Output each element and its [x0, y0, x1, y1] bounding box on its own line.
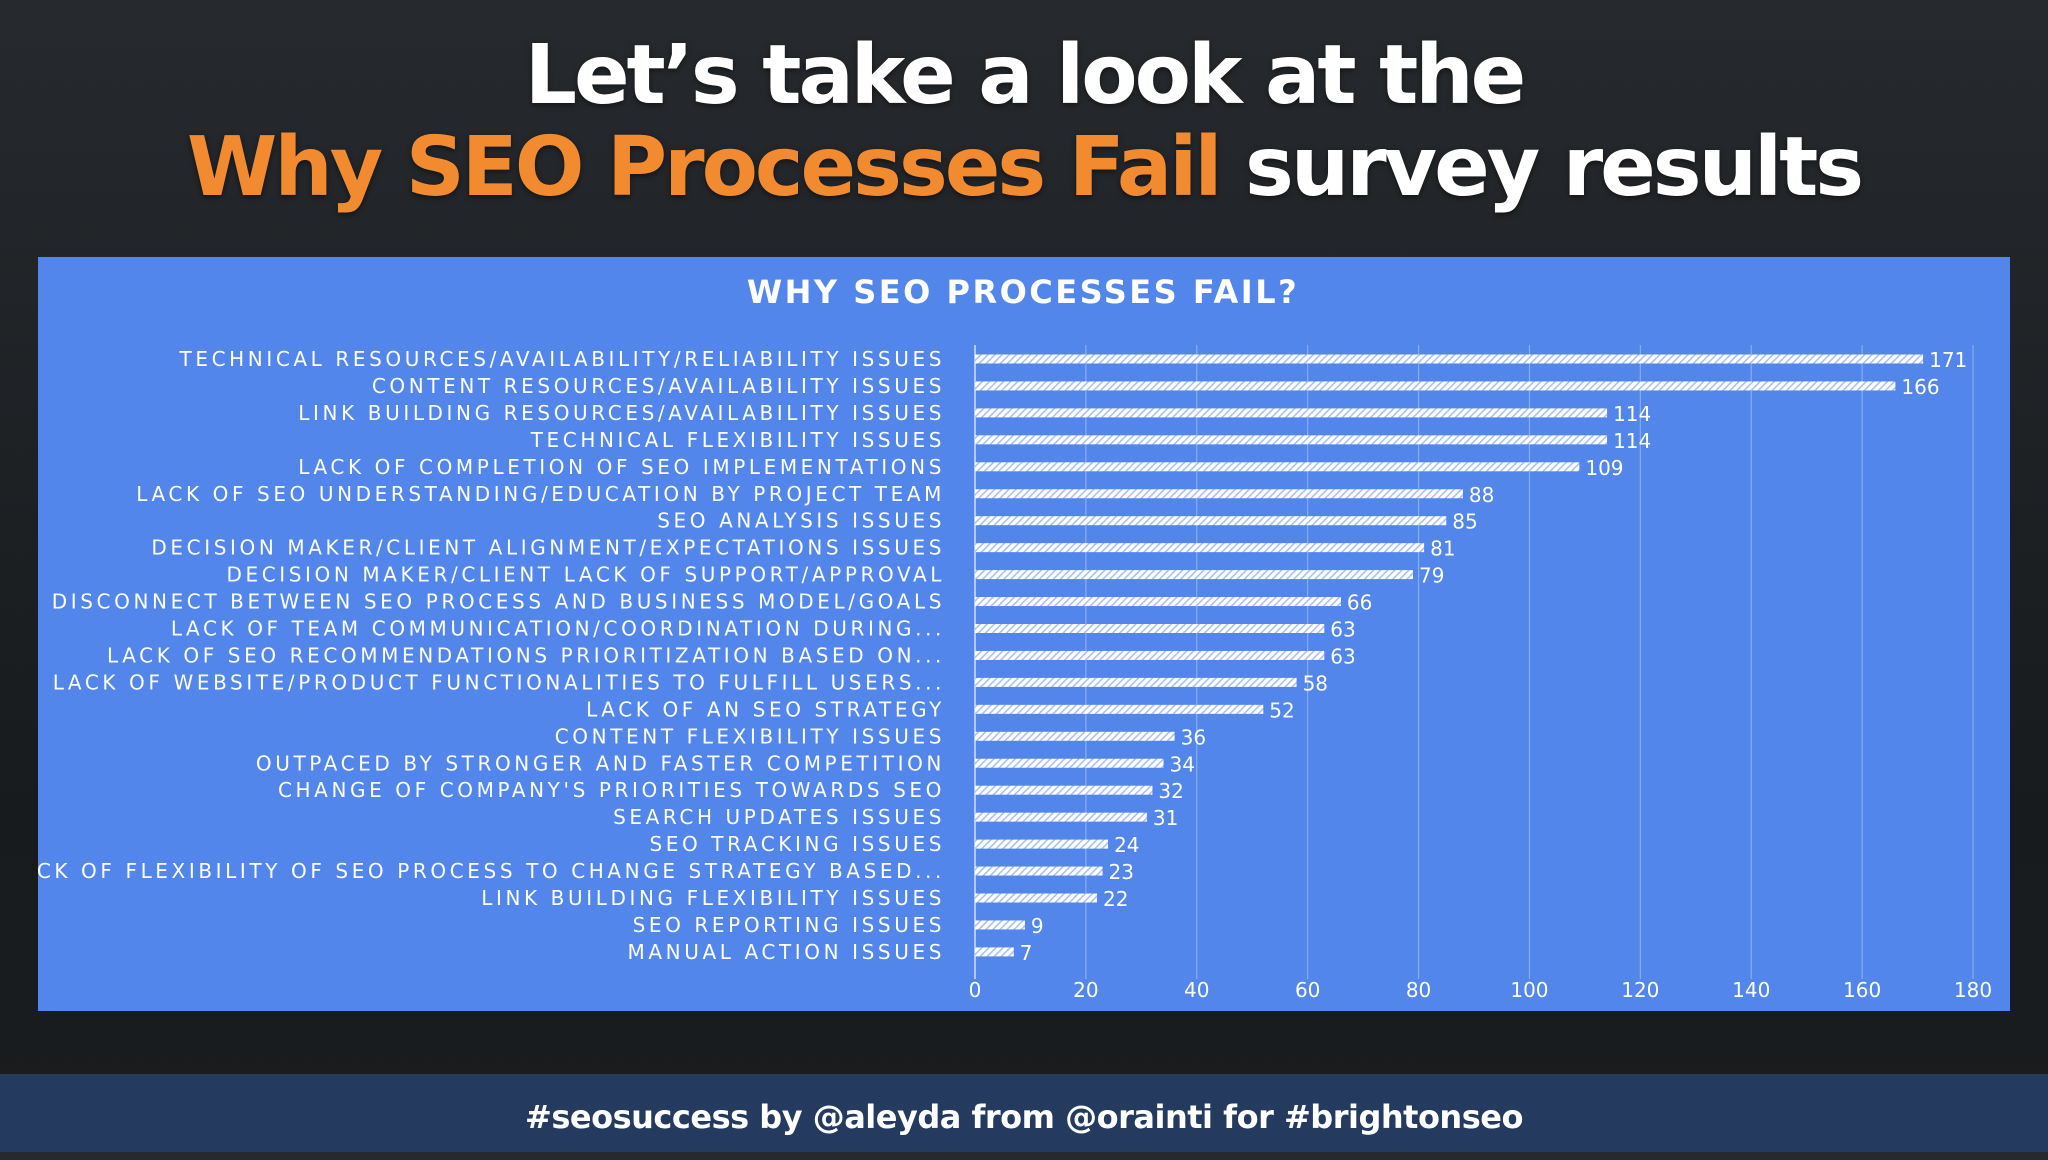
category-label: CONTENT RESOURCES/AVAILABILITY ISSUES: [372, 374, 945, 398]
headline-accent: Why SEO Processes Fail: [186, 120, 1223, 215]
category-label: TECHNICAL RESOURCES/AVAILABILITY/RELIABI…: [179, 347, 945, 371]
data-label: 166: [1901, 375, 1939, 399]
data-label: 24: [1114, 833, 1139, 857]
data-label: 36: [1181, 725, 1206, 749]
category-label: LACK OF AN SEO STRATEGY: [586, 697, 945, 721]
category-label: SEO REPORTING ISSUES: [633, 913, 945, 937]
data-label: 58: [1303, 671, 1328, 695]
bar: [975, 489, 1463, 499]
category-label: DECISION MAKER/CLIENT LACK OF SUPPORT/AP…: [226, 563, 945, 587]
data-label: 79: [1419, 564, 1444, 588]
x-tick-label: 80: [1406, 978, 1431, 1002]
bar: [975, 731, 1175, 741]
x-tick-label: 180: [1954, 978, 1992, 1002]
category-label: LACK OF WEBSITE/PRODUCT FUNCTIONALITIES …: [53, 670, 945, 694]
bar: [975, 839, 1109, 849]
category-label: MANUAL ACTION ISSUES: [628, 940, 945, 964]
x-tick-label: 0: [969, 978, 982, 1002]
bar: [975, 435, 1608, 445]
data-label: 85: [1452, 510, 1477, 534]
data-label: 22: [1103, 887, 1128, 911]
category-label: LINK BUILDING FLEXIBILITY ISSUES: [481, 886, 945, 910]
category-label: LINK BUILDING RESOURCES/AVAILABILITY ISS…: [298, 401, 945, 425]
bar: [975, 866, 1103, 876]
data-label: 63: [1330, 618, 1355, 642]
headline: Let’s take a look at the Why SEO Process…: [0, 30, 2048, 214]
x-tick-label: 140: [1732, 978, 1770, 1002]
chart-title: WHY SEO PROCESSES FAIL?: [747, 273, 1299, 311]
x-tick-label: 120: [1621, 978, 1659, 1002]
category-label: LACK OF FLEXIBILITY OF SEO PROCESS TO CH…: [38, 859, 945, 883]
bar: [975, 462, 1580, 472]
bar: [975, 381, 1896, 391]
bar: [975, 893, 1097, 903]
data-label: 52: [1269, 698, 1294, 722]
category-label: LACK OF SEO RECOMMENDATIONS PRIORITIZATI…: [107, 643, 945, 667]
data-label: 171: [1929, 348, 1967, 372]
bar: [975, 624, 1325, 633]
data-label: 7: [1020, 941, 1033, 965]
category-label: SEARCH UPDATES ISSUES: [613, 805, 945, 829]
category-label: LACK OF TEAM COMMUNICATION/COORDINATION …: [171, 617, 945, 641]
category-label: CONTENT FLEXIBILITY ISSUES: [555, 724, 945, 748]
data-label: 63: [1330, 644, 1355, 668]
data-label: 88: [1469, 483, 1494, 507]
bar: [975, 516, 1447, 526]
category-label: DISCONNECT BETWEEN SEO PROCESS AND BUSIN…: [52, 590, 945, 614]
headline-line-1: Let’s take a look at the: [524, 28, 1527, 123]
data-label: 109: [1585, 456, 1623, 480]
category-label: DECISION MAKER/CLIENT ALIGNMENT/EXPECTAT…: [151, 536, 945, 560]
bar: [975, 812, 1147, 822]
x-tick-label: 20: [1073, 978, 1098, 1002]
category-label: LACK OF COMPLETION OF SEO IMPLEMENTATION…: [298, 455, 945, 479]
data-label: 66: [1347, 591, 1372, 615]
bar: [975, 785, 1153, 795]
headline-line-2: Why SEO Processes Fail survey results: [0, 122, 2048, 214]
footer-bar: #seosuccess by @aleyda from @orainti for…: [0, 1074, 2048, 1152]
category-label: TECHNICAL FLEXIBILITY ISSUES: [530, 428, 945, 452]
category-label: OUTPACED BY STRONGER AND FASTER COMPETIT…: [256, 751, 945, 775]
data-label: 23: [1109, 860, 1134, 884]
bar-chart: WHY SEO PROCESSES FAIL? 0 20 40 60 80 100 120 14…: [38, 273, 1992, 1002]
category-label: SEO TRACKING ISSUES: [649, 832, 945, 856]
footer-text: #seosuccess by @aleyda from @orainti for…: [525, 1098, 1523, 1136]
bar: [975, 758, 1164, 768]
data-label: 32: [1158, 779, 1183, 803]
x-tick-label: 40: [1184, 978, 1209, 1002]
bar: [975, 920, 1025, 930]
bar: [975, 704, 1264, 714]
chart-panel: WHY SEO PROCESSES FAIL? 0 20 40 60 80 100 120 14…: [38, 257, 2010, 1011]
x-tick-label: 60: [1295, 978, 1320, 1002]
bar: [975, 650, 1325, 660]
x-tick-label: 160: [1843, 978, 1881, 1002]
data-label: 81: [1430, 537, 1455, 561]
data-label: 114: [1613, 402, 1651, 426]
data-label: 31: [1153, 806, 1178, 830]
data-label: 34: [1170, 752, 1195, 776]
bar: [975, 354, 1924, 364]
category-label: CHANGE OF COMPANY'S PRIORITIES TOWARDS S…: [278, 778, 945, 802]
bar: [975, 597, 1341, 607]
bar: [975, 570, 1414, 580]
bar: [975, 947, 1014, 957]
data-label: 9: [1031, 914, 1044, 938]
bar: [975, 408, 1608, 418]
data-label: 114: [1613, 429, 1651, 453]
x-tick-label: 100: [1510, 978, 1548, 1002]
bar: [975, 543, 1425, 553]
category-label: SEO ANALYSIS ISSUES: [657, 509, 945, 533]
bar: [975, 677, 1297, 687]
category-label: LACK OF SEO UNDERSTANDING/EDUCATION BY P…: [136, 482, 945, 506]
headline-rest: survey results: [1245, 120, 1864, 215]
